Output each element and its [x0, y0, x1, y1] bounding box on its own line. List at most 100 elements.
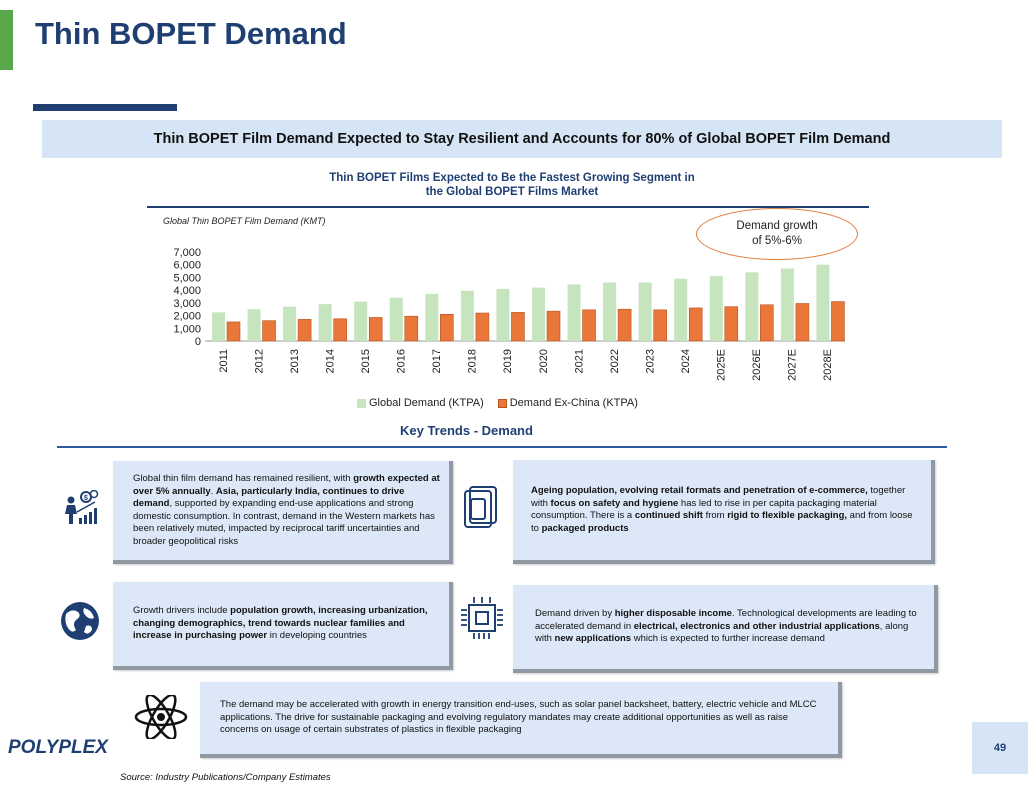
y-tick-label: 7,000 — [173, 247, 201, 259]
trend-box-energy-transition: The demand may be accelerated with growt… — [200, 682, 842, 758]
x-tick-label: 2012 — [253, 349, 265, 373]
title-underline — [33, 104, 177, 111]
box4-text-2: . Technological developments are leading… — [535, 608, 917, 632]
x-tick-label: 2019 — [502, 349, 514, 373]
box1-text-1: Global thin film demand has remained res… — [133, 473, 354, 484]
bar-ex-china-demand — [546, 310, 561, 342]
bar-global-demand — [638, 282, 652, 341]
accent-bar — [0, 10, 13, 70]
x-tick-label: 2014 — [324, 349, 336, 373]
bar-global-demand — [212, 312, 225, 341]
box4-bold-2: electrical, electronics and other indust… — [633, 620, 880, 632]
x-tick-label: 2027E — [787, 349, 799, 381]
chart-y-axis-label: Global Thin BOPET Film Demand (KMT) — [163, 216, 326, 226]
box2-text-4: and from loose to — [531, 510, 913, 534]
bar-global-demand — [780, 268, 794, 341]
x-tick-label: 2018 — [467, 349, 479, 373]
svg-text:$: $ — [84, 495, 88, 502]
bar-ex-china-demand — [653, 309, 667, 342]
bar-ex-china-demand — [333, 318, 347, 342]
x-tick-label: 2028E — [822, 349, 834, 381]
legend-item-ex-china: Demand Ex-China (KTPA) — [497, 397, 638, 409]
legend-label-global: Global Demand (KTPA) — [369, 397, 484, 409]
box3-text-1: Growth drivers include — [133, 605, 231, 617]
bar-global-demand — [389, 297, 403, 341]
chart-title-rule — [147, 206, 869, 208]
x-tick-label: 2025E — [716, 349, 728, 381]
bar-global-demand — [496, 288, 510, 341]
x-tick-label: 2021 — [573, 349, 585, 373]
y-tick-label: 0 — [195, 336, 201, 348]
x-tick-label: 2023 — [644, 349, 656, 373]
bar-ex-china-demand — [795, 303, 810, 342]
key-trends-rule — [57, 446, 947, 448]
bar-ex-china-demand — [582, 309, 596, 342]
bar-global-demand — [532, 287, 545, 341]
bar-global-demand — [603, 282, 617, 341]
page-number: 49 — [972, 722, 1028, 774]
bar-global-demand — [283, 306, 297, 341]
bar-ex-china-demand — [511, 312, 525, 342]
legend-label-ex-china: Demand Ex-China (KTPA) — [509, 397, 638, 409]
growth-chart-icon: $ — [65, 490, 99, 524]
legend-item-global: Global Demand (KTPA) — [357, 397, 484, 409]
x-tick-label: 2015 — [360, 349, 372, 373]
growth-annotation: Demand growth of 5%-6% — [696, 208, 858, 260]
box2-text-3: from — [702, 510, 728, 521]
y-tick-label: 2,000 — [173, 311, 201, 323]
box2-bold-3: continued shift — [634, 510, 703, 521]
bar-global-demand — [745, 272, 759, 341]
box2-text-2: has led to rise in per capita packaging … — [531, 497, 877, 522]
box4-text-3: , along with — [535, 620, 909, 645]
x-tick-label: 2016 — [396, 349, 408, 373]
bar-global-demand — [816, 264, 830, 341]
box2-bold-5: packaged products — [541, 522, 629, 534]
x-tick-label: 2013 — [289, 349, 301, 373]
headline-banner: Thin BOPET Film Demand Expected to Stay … — [42, 120, 1002, 158]
bar-ex-china-demand — [262, 320, 276, 342]
source-note: Source: Industry Publications/Company Es… — [120, 772, 331, 783]
atom-icon — [134, 695, 188, 739]
bar-ex-china-demand — [760, 304, 774, 342]
box5-text-1: The demand may be accelerated with growt… — [220, 699, 817, 736]
bar-global-demand — [354, 301, 368, 341]
page-title: Thin BOPET Demand — [35, 16, 347, 51]
box3-text-2: in developing countries — [267, 630, 367, 642]
bar-ex-china-demand — [440, 314, 454, 342]
bar-ex-china-demand — [404, 315, 419, 342]
y-tick-label: 5,000 — [173, 272, 201, 284]
chart-title-line2: the Global BOPET Films Market — [425, 186, 599, 198]
bar-global-demand — [674, 278, 688, 341]
trend-box-ageing-population: Ageing population, evolving retail forma… — [513, 460, 935, 564]
y-tick-label: 6,000 — [173, 260, 201, 272]
x-tick-label: 2022 — [609, 349, 621, 373]
box3-bold-1: population growth, increasing urbanizati… — [133, 605, 428, 642]
bar-global-demand — [425, 293, 439, 341]
trend-box-disposable-income: Demand driven by higher disposable incom… — [513, 585, 938, 673]
chart-legend: Global Demand (KTPA) Demand Ex-China (KT… — [357, 397, 652, 409]
bar-global-demand — [247, 309, 261, 341]
microchip-icon — [461, 597, 503, 639]
growth-annotation-line2: of 5%-6% — [752, 235, 802, 247]
bar-global-demand — [567, 284, 581, 341]
box2-bold-1: Ageing population, evolving retail forma… — [531, 485, 868, 496]
box1-bold-2: Asia, particularly India, continues to d… — [133, 485, 405, 510]
bar-ex-china-demand — [831, 301, 845, 342]
bar-global-demand — [709, 276, 723, 341]
bar-ex-china-demand — [617, 308, 632, 342]
bar-ex-china-demand — [475, 312, 490, 342]
key-trends-heading: Key Trends - Demand — [400, 423, 533, 438]
bar-global-demand — [318, 304, 332, 341]
chart-title: Thin BOPET Films Expected to Be the Fast… — [262, 171, 762, 199]
y-tick-label: 3,000 — [173, 298, 201, 310]
globe-icon — [61, 602, 99, 640]
trend-box-growth-drivers: Growth drivers include population growth… — [113, 582, 453, 670]
bar-ex-china-demand — [297, 319, 312, 342]
y-tick-label: 4,000 — [173, 285, 201, 297]
legend-swatch-global — [357, 398, 366, 408]
bar-ex-china-demand — [724, 306, 739, 342]
trend-box-resilient-demand: Global thin film demand has remained res… — [113, 461, 453, 564]
box1-text-3: , supported by expanding end-use applica… — [133, 498, 435, 547]
bar-ex-china-demand — [368, 317, 383, 342]
